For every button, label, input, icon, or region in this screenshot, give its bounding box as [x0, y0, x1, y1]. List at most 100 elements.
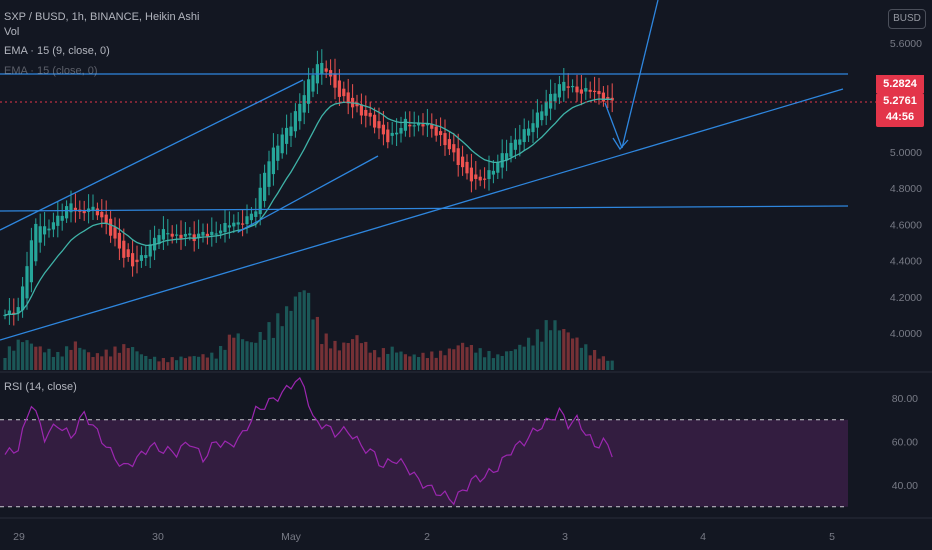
volume-bar — [298, 292, 302, 370]
volume-bar — [69, 349, 73, 370]
trendline — [0, 79, 304, 231]
rsi-tick-label: 80.00 — [892, 393, 918, 405]
volume-bar — [60, 356, 64, 370]
candle-body — [487, 170, 491, 180]
volume-bar — [403, 354, 407, 370]
candle-body — [509, 142, 513, 157]
candle-body — [307, 79, 311, 104]
candle-body — [139, 255, 143, 261]
candle-body — [513, 139, 517, 150]
volume-bar — [285, 306, 289, 370]
candle-body — [540, 111, 544, 121]
volume-bar — [342, 342, 346, 370]
volume-bar — [227, 334, 231, 370]
candle-body — [421, 124, 425, 127]
candle-body — [109, 218, 113, 236]
volume-bar — [117, 352, 121, 370]
candle-body — [25, 266, 29, 299]
y-tick-label: 4.8000 — [890, 183, 922, 195]
volume-bar — [232, 337, 236, 370]
volume-bar — [95, 353, 99, 370]
volume-bar — [399, 351, 403, 370]
candle-body — [175, 234, 179, 236]
candle-body — [188, 233, 192, 236]
candle-body — [43, 226, 47, 235]
candle-body — [584, 88, 588, 92]
x-tick-label: May — [281, 531, 302, 543]
rsi-legend[interactable]: RSI (14, close) — [4, 381, 77, 393]
candle-body — [219, 230, 223, 234]
volume-bar — [474, 352, 478, 370]
candle-body — [469, 167, 473, 182]
rsi-band — [0, 419, 848, 507]
candle-body — [166, 233, 170, 235]
candle-body — [329, 70, 333, 77]
last-price-value: 5.2761 — [883, 95, 917, 107]
x-tick-label: 29 — [13, 531, 25, 543]
rsi-tick-label: 40.00 — [892, 480, 918, 492]
volume-bar — [245, 341, 249, 370]
candle-body — [535, 112, 539, 128]
candle-body — [474, 174, 478, 179]
volume-bar — [289, 310, 293, 370]
candle-body — [483, 178, 487, 180]
volume-bar — [601, 356, 605, 370]
candle-body — [131, 253, 135, 267]
volume-bar — [452, 349, 456, 370]
volume-bar — [47, 348, 51, 370]
volume-bar — [21, 342, 25, 370]
ema-legend[interactable]: EMA · 15 (9, close, 0) — [4, 45, 110, 57]
volume-bar — [192, 356, 196, 370]
ema-legend-secondary[interactable]: EMA · 15 (close, 0) — [4, 65, 98, 77]
price-tag-last: 5.2761 44:56 — [876, 93, 924, 127]
volume-bar — [183, 358, 187, 370]
candle-body — [161, 229, 165, 240]
volume-bar — [447, 348, 451, 370]
candle-body — [289, 126, 293, 136]
candle-body — [311, 75, 315, 92]
volume-bar — [395, 352, 399, 370]
volume-bar — [271, 337, 275, 370]
volume-bar — [575, 337, 579, 370]
volume-bar — [483, 357, 487, 370]
rsi-pane — [0, 377, 848, 508]
volume-bar — [188, 356, 192, 370]
candle-body — [38, 226, 42, 243]
currency-badge[interactable]: BUSD — [888, 9, 926, 29]
volume-bar — [355, 335, 359, 370]
rsi-tick-label: 60.00 — [892, 437, 918, 449]
candle-body — [417, 122, 421, 126]
volume-bar — [16, 339, 20, 370]
ema-line-path — [4, 98, 613, 316]
candle-body — [29, 240, 33, 283]
candle-body — [522, 129, 526, 143]
candle-body — [3, 314, 7, 317]
candle-body — [258, 187, 262, 215]
volume-bar — [56, 352, 60, 370]
trendline-drawings[interactable] — [0, 0, 849, 341]
candle-body — [148, 244, 152, 257]
volume-bar — [210, 352, 214, 370]
volume-legend[interactable]: Vol — [4, 26, 20, 38]
volume-bar — [540, 341, 544, 370]
volume-bar — [205, 357, 209, 370]
candle-body — [346, 92, 350, 104]
candle-body — [7, 310, 11, 315]
trendline — [0, 205, 849, 212]
candle-body — [285, 127, 289, 144]
volume-bars — [3, 290, 614, 370]
volume-bar — [333, 340, 337, 370]
volume-bar — [553, 320, 557, 370]
candle-body — [386, 129, 390, 143]
candle-body — [377, 121, 381, 129]
volume-bar — [531, 345, 535, 370]
volume-bar — [522, 346, 526, 370]
volume-bar — [584, 344, 588, 370]
candle-body — [197, 233, 201, 238]
x-tick-label: 5 — [829, 531, 835, 543]
candle-body — [571, 86, 575, 88]
volume-bar — [153, 356, 157, 370]
candle-body — [575, 86, 579, 93]
volume-bar — [390, 346, 394, 370]
